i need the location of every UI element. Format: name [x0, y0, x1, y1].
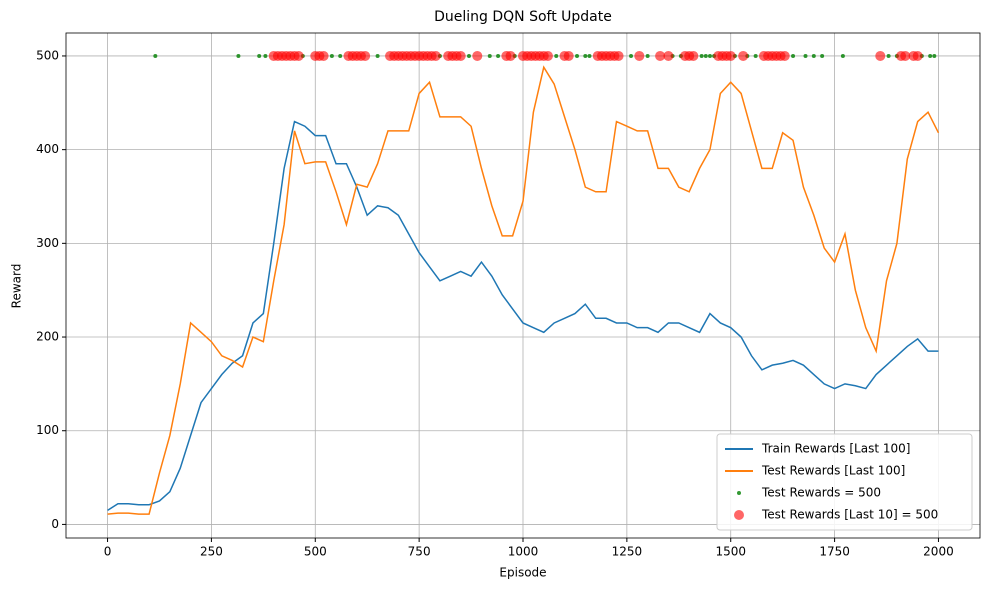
scatter-point	[263, 53, 268, 58]
scatter-point	[886, 53, 891, 58]
scatter-point	[338, 53, 343, 58]
y-tick-label: 300	[36, 236, 59, 250]
y-tick-label: 0	[51, 517, 59, 531]
y-tick-label: 500	[36, 48, 59, 62]
scatter-point	[293, 50, 304, 61]
x-tick-label: 500	[304, 545, 327, 559]
scatter-point	[875, 50, 886, 61]
scatter-point	[257, 53, 262, 58]
scatter-point	[703, 53, 708, 58]
chart-title: Dueling DQN Soft Update	[434, 9, 612, 25]
y-tick-label: 200	[36, 330, 59, 344]
scatter-point	[699, 53, 704, 58]
scatter-point	[803, 53, 808, 58]
y-axis-label: Reward	[10, 264, 24, 309]
scatter-point	[840, 53, 845, 58]
scatter-point	[587, 53, 592, 58]
legend-box	[716, 433, 973, 531]
legend-label: Test Rewards [Last 100]	[761, 464, 905, 478]
x-tick-label: 750	[408, 545, 431, 559]
scatter-point	[318, 50, 329, 61]
scatter-point	[563, 50, 574, 61]
scatter-point	[455, 50, 466, 61]
scatter-point	[738, 50, 749, 61]
x-tick-label: 250	[200, 545, 223, 559]
scatter-point	[928, 53, 933, 58]
scatter-point	[725, 50, 736, 61]
scatter-point	[655, 50, 666, 61]
scatter-point	[375, 53, 380, 58]
y-tick-label: 100	[36, 423, 59, 437]
scatter-point	[707, 53, 712, 58]
x-tick-label: 1250	[612, 545, 643, 559]
scatter-point	[912, 50, 923, 61]
scatter-point	[496, 53, 501, 58]
scatter-point	[634, 50, 645, 61]
scatter-point	[466, 53, 471, 58]
x-tick-label: 1500	[715, 545, 746, 559]
legend-label: Train Rewards [Last 100]	[761, 442, 910, 456]
scatter-point	[329, 53, 334, 58]
x-tick-label: 1750	[819, 545, 850, 559]
line-series	[107, 120, 939, 511]
x-tick-label: 2000	[923, 545, 954, 559]
scatter-point	[663, 50, 674, 61]
line-series	[107, 65, 940, 515]
x-axis-label: Episode	[499, 566, 546, 580]
scatter-point	[811, 53, 816, 58]
scatter-point	[542, 50, 553, 61]
x-tick-label: 0	[104, 545, 112, 559]
legend-swatch	[737, 491, 741, 495]
scatter-point	[820, 53, 825, 58]
scatter-point	[430, 50, 441, 61]
scatter-point	[629, 53, 634, 58]
legend-label: Test Rewards = 500	[761, 486, 881, 500]
scatter-point	[791, 53, 796, 58]
scatter-point	[688, 50, 699, 61]
scatter-point	[487, 53, 492, 58]
x-tick-label: 1000	[508, 545, 539, 559]
scatter-point	[575, 53, 580, 58]
scatter-point	[753, 53, 758, 58]
legend-swatch	[734, 510, 744, 520]
legend-label: Test Rewards [Last 10] = 500	[761, 508, 938, 522]
scatter-point	[645, 53, 650, 58]
scatter-point	[583, 53, 588, 58]
scatter-point	[779, 50, 790, 61]
scatter-point	[613, 50, 624, 61]
scatter-point	[472, 50, 483, 61]
scatter-point	[554, 53, 559, 58]
scatter-point	[932, 53, 937, 58]
scatter-point	[900, 50, 911, 61]
scatter-point	[360, 50, 371, 61]
scatter-point	[153, 53, 158, 58]
y-tick-label: 400	[36, 142, 59, 156]
scatter-point	[236, 53, 241, 58]
scatter-point	[505, 50, 516, 61]
plot-frame	[65, 32, 981, 539]
